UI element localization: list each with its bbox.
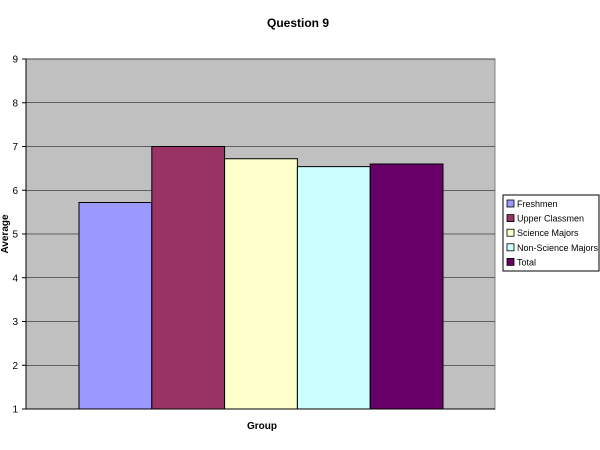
legend-label: Upper Classmen bbox=[517, 214, 584, 224]
y-tick-label: 8 bbox=[12, 98, 18, 109]
y-tick-label: 1 bbox=[12, 405, 18, 416]
legend-swatch bbox=[506, 199, 515, 208]
legend-label: Freshmen bbox=[517, 199, 558, 209]
legend-label: Science Majors bbox=[517, 228, 579, 238]
legend: Freshmen Upper Classmen Science Majors Non-… bbox=[502, 194, 600, 272]
y-tick-label: 9 bbox=[12, 55, 18, 66]
legend-swatch bbox=[506, 257, 515, 266]
y-tick-label: 4 bbox=[12, 273, 18, 284]
y-tick-label: 5 bbox=[12, 230, 18, 241]
y-tick-label: 6 bbox=[12, 186, 18, 197]
bar-freshmen bbox=[78, 202, 153, 410]
y-axis-ticks: 1 2 3 4 5 6 7 8 9 bbox=[12, 55, 26, 416]
bar-science-majors bbox=[224, 158, 298, 410]
legend-label: Non-Science Majors bbox=[517, 243, 599, 253]
bar-upper-classmen bbox=[151, 146, 226, 410]
y-tick-label: 2 bbox=[12, 361, 18, 372]
legend-swatch bbox=[506, 214, 515, 223]
legend-swatch bbox=[506, 228, 515, 237]
bar-non-science-majors bbox=[296, 166, 371, 410]
y-axis-title: Average bbox=[0, 214, 11, 254]
bars bbox=[78, 146, 444, 410]
x-axis-title: Group bbox=[247, 421, 277, 432]
y-tick-label: 7 bbox=[12, 142, 18, 153]
y-tick-label: 3 bbox=[12, 317, 18, 328]
legend-box bbox=[502, 194, 600, 272]
chart-title: Question 9 bbox=[267, 16, 329, 30]
legend-swatch bbox=[506, 243, 515, 252]
legend-label: Total bbox=[517, 257, 536, 267]
bar-total bbox=[369, 163, 444, 410]
